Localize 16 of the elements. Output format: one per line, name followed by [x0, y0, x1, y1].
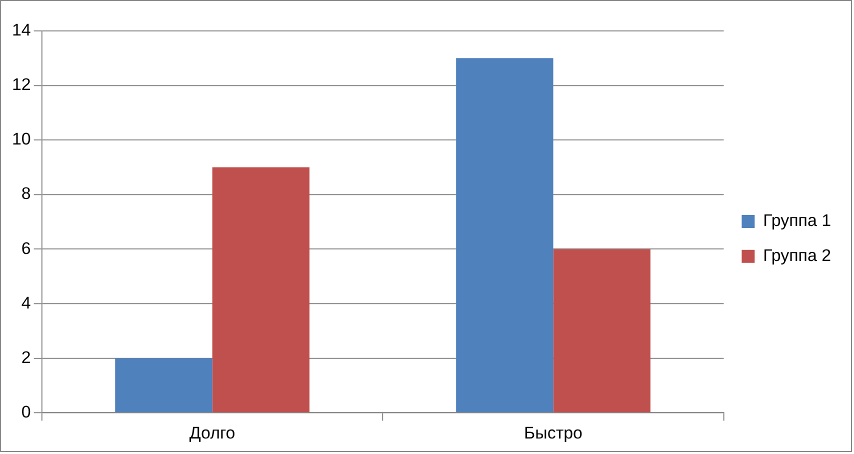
y-tick-label: 6	[21, 238, 31, 258]
y-tick-label: 4	[21, 293, 31, 312]
legend-label: Группа 2	[763, 246, 832, 266]
x-tick-label: Быстро	[524, 424, 582, 443]
bar	[456, 58, 554, 412]
y-tick-label: 12	[12, 75, 31, 94]
bar	[212, 167, 310, 412]
bar	[553, 249, 650, 412]
y-tick-label: 10	[12, 130, 31, 149]
legend-label: Группа 1	[763, 211, 832, 230]
y-tick-label: 8	[21, 184, 31, 204]
y-tick-label: 2	[21, 348, 31, 367]
y-tick-label: 0	[21, 402, 31, 422]
x-tick-label: Долго	[189, 424, 236, 443]
bar	[115, 358, 212, 412]
y-tick-label: 14	[12, 20, 31, 40]
